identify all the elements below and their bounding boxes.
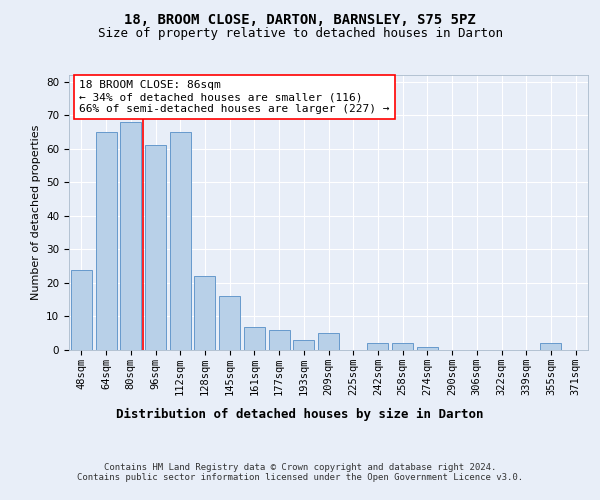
Bar xyxy=(417,346,438,350)
Text: Distribution of detached houses by size in Darton: Distribution of detached houses by size … xyxy=(116,408,484,420)
Bar xyxy=(367,344,388,350)
Text: 18 BROOM CLOSE: 86sqm
← 34% of detached houses are smaller (116)
66% of semi-det: 18 BROOM CLOSE: 86sqm ← 34% of detached … xyxy=(79,80,390,114)
Text: 18, BROOM CLOSE, DARTON, BARNSLEY, S75 5PZ: 18, BROOM CLOSE, DARTON, BARNSLEY, S75 5… xyxy=(124,12,476,26)
Bar xyxy=(541,344,562,350)
Bar xyxy=(318,333,339,350)
Bar xyxy=(244,326,265,350)
Bar xyxy=(293,340,314,350)
Bar xyxy=(170,132,191,350)
Text: Size of property relative to detached houses in Darton: Size of property relative to detached ho… xyxy=(97,28,503,40)
Y-axis label: Number of detached properties: Number of detached properties xyxy=(31,125,41,300)
Bar xyxy=(71,270,92,350)
Bar xyxy=(194,276,215,350)
Bar xyxy=(145,146,166,350)
Bar xyxy=(95,132,116,350)
Bar xyxy=(269,330,290,350)
Bar xyxy=(120,122,141,350)
Bar xyxy=(392,344,413,350)
Text: Contains HM Land Registry data © Crown copyright and database right 2024.
Contai: Contains HM Land Registry data © Crown c… xyxy=(77,462,523,482)
Bar xyxy=(219,296,240,350)
